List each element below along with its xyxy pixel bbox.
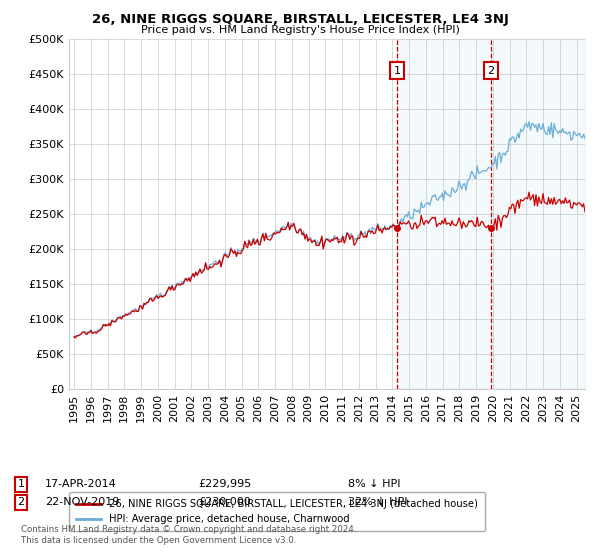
Legend: 26, NINE RIGGS SQUARE, BIRSTALL, LEICESTER, LE4 3NJ (detached house), HPI: Avera: 26, NINE RIGGS SQUARE, BIRSTALL, LEICEST… <box>69 492 485 531</box>
Text: 1: 1 <box>394 66 401 76</box>
Text: 2: 2 <box>17 497 25 507</box>
Text: £230,000: £230,000 <box>198 497 251 507</box>
Text: 2: 2 <box>488 66 495 76</box>
Text: 26, NINE RIGGS SQUARE, BIRSTALL, LEICESTER, LE4 3NJ: 26, NINE RIGGS SQUARE, BIRSTALL, LEICEST… <box>92 13 508 26</box>
Text: Contains HM Land Registry data © Crown copyright and database right 2024.
This d: Contains HM Land Registry data © Crown c… <box>21 525 356 545</box>
Text: £229,995: £229,995 <box>198 479 251 489</box>
Text: 22-NOV-2019: 22-NOV-2019 <box>45 497 119 507</box>
Text: Price paid vs. HM Land Registry's House Price Index (HPI): Price paid vs. HM Land Registry's House … <box>140 25 460 35</box>
Text: 8% ↓ HPI: 8% ↓ HPI <box>348 479 401 489</box>
Text: 17-APR-2014: 17-APR-2014 <box>45 479 117 489</box>
Text: 32% ↓ HPI: 32% ↓ HPI <box>348 497 407 507</box>
Text: 1: 1 <box>17 479 25 489</box>
